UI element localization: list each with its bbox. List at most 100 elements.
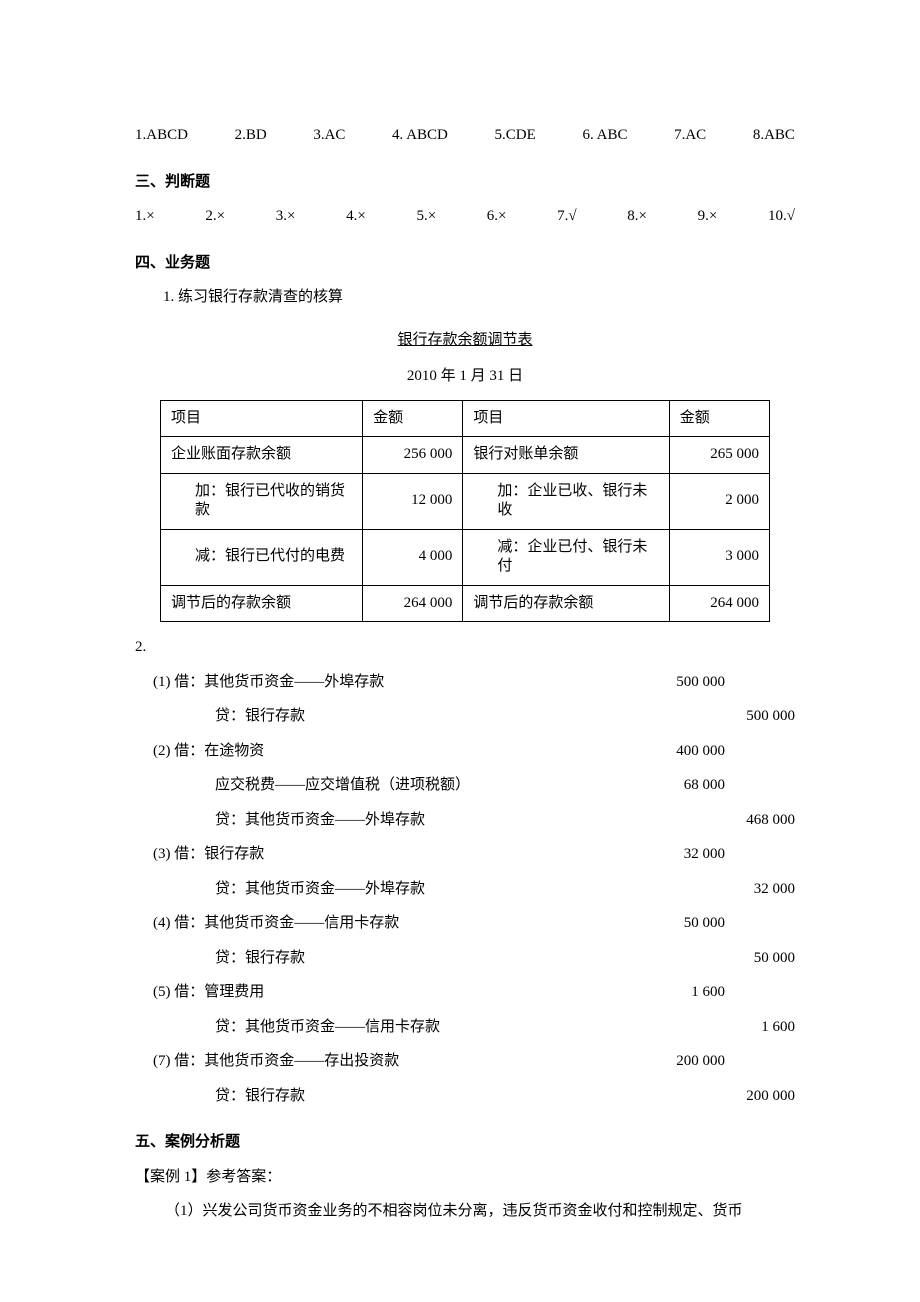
cell-text: 加：银行已代收的销货款	[171, 482, 352, 521]
cell-text: 加：企业已收、银行未收	[473, 482, 658, 521]
j8: 8.×	[627, 199, 647, 234]
entry-amount: 400 000	[625, 734, 725, 769]
cell: 2 000	[669, 473, 769, 529]
cell: 加：银行已代收的销货款	[161, 473, 363, 529]
cell: 264 000	[363, 585, 463, 622]
cell-text: 减：银行已代付的电费	[171, 547, 345, 567]
journal-entries: (1) 借：其他货币资金——外埠存款500 000贷：银行存款500 000(2…	[135, 665, 795, 1114]
entry-debit-row: (4) 借：其他货币资金——信用卡存款 50 000	[135, 906, 795, 941]
entry-debit-row: (1) 借：其他货币资金——外埠存款 500 000	[135, 665, 795, 700]
entry-text: (5) 借：管理费用	[135, 975, 264, 1010]
entry-credit-row: 贷：银行存款 500 000	[135, 699, 795, 734]
entry-credit-row: 贷：银行存款 200 000	[135, 1079, 795, 1114]
entry-amount: 468 000	[695, 803, 795, 838]
entry-amount: 50 000	[695, 941, 795, 976]
entry-amount: 1 600	[625, 975, 725, 1010]
entry-credit-row: 贷：其他货币资金——信用卡存款 1 600	[135, 1010, 795, 1045]
recon-date: 2010 年 1 月 31 日	[135, 359, 795, 394]
table-row: 调节后的存款余额 264 000 调节后的存款余额 264 000	[161, 585, 770, 622]
cell: 减：银行已代付的电费	[161, 529, 363, 585]
case-label: 【案例 1】参考答案：	[135, 1160, 795, 1195]
entry-debit-row: 应交税费——应交增值税（进项税额） 68 000	[135, 768, 795, 803]
entry-text: (7) 借：其他货币资金——存出投资款	[135, 1044, 399, 1079]
cell: 调节后的存款余额	[161, 585, 363, 622]
ans-6: 6. ABC	[582, 118, 627, 153]
cell: 加：企业已收、银行未收	[463, 473, 669, 529]
table-row: 企业账面存款余额 256 000 银行对账单余额 265 000	[161, 437, 770, 474]
cell: 3 000	[669, 529, 769, 585]
j9: 9.×	[698, 199, 718, 234]
entry-text: 贷：其他货币资金——外埠存款	[135, 872, 425, 907]
cell: 4 000	[363, 529, 463, 585]
ans-8: 8.ABC	[753, 118, 795, 153]
cell: 256 000	[363, 437, 463, 474]
ans-5: 5.CDE	[495, 118, 536, 153]
entry-amount: 1 600	[695, 1010, 795, 1045]
entry-text: 贷：其他货币资金——信用卡存款	[135, 1010, 440, 1045]
entry-text: 贷：银行存款	[135, 1079, 305, 1114]
entry-amount: 32 000	[695, 872, 795, 907]
entry-amount: 200 000	[695, 1079, 795, 1114]
entry-debit-row: (5) 借：管理费用 1 600	[135, 975, 795, 1010]
table-row: 项目 金额 项目 金额	[161, 400, 770, 437]
q2-label: 2.	[135, 630, 795, 665]
ans-7: 7.AC	[674, 118, 706, 153]
entry-text: 贷：其他货币资金——外埠存款	[135, 803, 425, 838]
entry-credit-row: 贷：其他货币资金——外埠存款 468 000	[135, 803, 795, 838]
cell: 银行对账单余额	[463, 437, 669, 474]
entry-amount: 50 000	[625, 906, 725, 941]
ans-3: 3.AC	[313, 118, 345, 153]
ans-1: 1.ABCD	[135, 118, 188, 153]
section-biz-title: 四、业务题	[135, 246, 795, 281]
entry-text: 应交税费——应交增值税（进项税额）	[135, 768, 470, 803]
entry-text: 贷：银行存款	[135, 699, 305, 734]
cell: 减：企业已付、银行未付	[463, 529, 669, 585]
entry-amount: 68 000	[625, 768, 725, 803]
ans-4: 4. ABCD	[392, 118, 448, 153]
entry-text: (2) 借：在途物资	[135, 734, 264, 769]
entry-credit-row: 贷：其他货币资金——外埠存款 32 000	[135, 872, 795, 907]
entry-text: 贷：银行存款	[135, 941, 305, 976]
j1: 1.×	[135, 199, 155, 234]
entry-debit-row: (3) 借：银行存款 32 000	[135, 837, 795, 872]
cell: 调节后的存款余额	[463, 585, 669, 622]
j3: 3.×	[276, 199, 296, 234]
cell: 265 000	[669, 437, 769, 474]
entry-text: (4) 借：其他货币资金——信用卡存款	[135, 906, 399, 941]
j6: 6.×	[487, 199, 507, 234]
section-judge-title: 三、判断题	[135, 165, 795, 200]
recon-title: 银行存款余额调节表	[135, 323, 795, 358]
j2: 2.×	[205, 199, 225, 234]
j4: 4.×	[346, 199, 366, 234]
th-right-amt: 金额	[669, 400, 769, 437]
entry-amount: 500 000	[625, 665, 725, 700]
ans-2: 2.BD	[235, 118, 267, 153]
biz-q1: 1. 练习银行存款清查的核算	[135, 280, 795, 315]
j5: 5.×	[416, 199, 436, 234]
entry-debit-row: (2) 借：在途物资 400 000	[135, 734, 795, 769]
cell: 264 000	[669, 585, 769, 622]
entry-amount: 500 000	[695, 699, 795, 734]
entry-text: (3) 借：银行存款	[135, 837, 264, 872]
th-left-item: 项目	[161, 400, 363, 437]
judge-answers-row: 1.× 2.× 3.× 4.× 5.× 6.× 7.√ 8.× 9.× 10.√	[135, 199, 795, 234]
mc-answers-row: 1.ABCD 2.BD 3.AC 4. ABCD 5.CDE 6. ABC 7.…	[135, 118, 795, 153]
cell: 企业账面存款余额	[161, 437, 363, 474]
entry-amount: 32 000	[625, 837, 725, 872]
case-body: （1）兴发公司货币资金业务的不相容岗位未分离，违反货币资金收付和控制规定、货币	[135, 1194, 795, 1229]
table-row: 减：银行已代付的电费 4 000 减：企业已付、银行未付 3 000	[161, 529, 770, 585]
cell: 12 000	[363, 473, 463, 529]
document-page: 1.ABCD 2.BD 3.AC 4. ABCD 5.CDE 6. ABC 7.…	[0, 0, 920, 1302]
j10: 10.√	[768, 199, 795, 234]
table-row: 加：银行已代收的销货款 12 000 加：企业已收、银行未收 2 000	[161, 473, 770, 529]
entry-debit-row: (7) 借：其他货币资金——存出投资款 200 000	[135, 1044, 795, 1079]
entry-amount: 200 000	[625, 1044, 725, 1079]
th-right-item: 项目	[463, 400, 669, 437]
entry-text: (1) 借：其他货币资金——外埠存款	[135, 665, 384, 700]
j7: 7.√	[557, 199, 576, 234]
entry-credit-row: 贷：银行存款 50 000	[135, 941, 795, 976]
cell-text: 减：企业已付、银行未付	[473, 538, 658, 577]
recon-table: 项目 金额 项目 金额 企业账面存款余额 256 000 银行对账单余额 265…	[160, 400, 770, 623]
section-case-title: 五、案例分析题	[135, 1125, 795, 1160]
th-left-amt: 金额	[363, 400, 463, 437]
